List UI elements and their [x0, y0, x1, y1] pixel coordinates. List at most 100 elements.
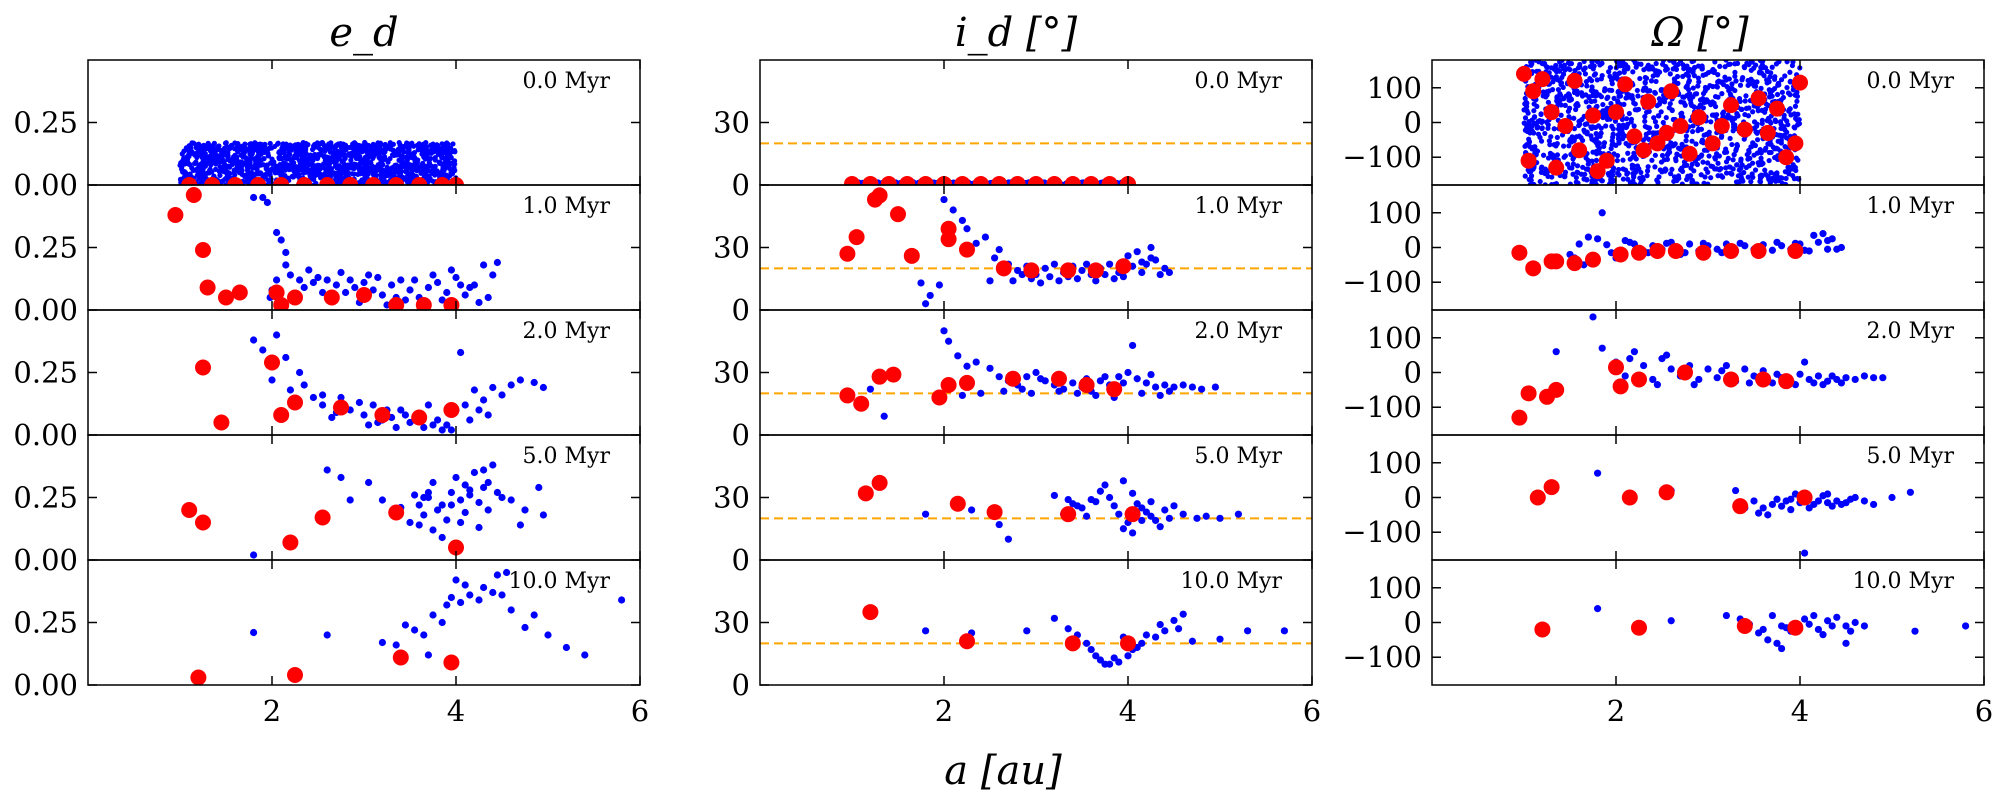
small-particle-point	[1531, 114, 1538, 120]
small-particle-point	[357, 160, 363, 166]
small-particle-point	[1526, 176, 1532, 183]
column-title-ed: e_d	[329, 10, 398, 56]
small-particle-point	[1590, 88, 1596, 94]
large-body-point	[1750, 90, 1767, 107]
small-particle-point	[399, 146, 406, 152]
small-particle-point	[968, 506, 976, 514]
small-particle-point	[1767, 74, 1773, 80]
small-particle-point	[1814, 497, 1822, 505]
small-particle-point	[305, 266, 313, 274]
large-body-point	[1778, 373, 1795, 390]
small-particle-point	[302, 162, 308, 168]
small-particle-point	[1018, 385, 1026, 393]
small-particle-point	[1768, 70, 1774, 76]
small-particle-point	[1748, 60, 1754, 64]
small-particle-point	[1828, 235, 1836, 243]
small-particle-point	[1742, 111, 1748, 118]
large-body-point	[1078, 377, 1095, 393]
y-tick-label: 30	[713, 606, 750, 640]
panel-id-row-2: 0 30 2.0 Myr	[713, 309, 1313, 452]
small-particle-point	[1779, 89, 1785, 95]
small-particle-point	[958, 216, 967, 225]
small-particle-point	[1701, 147, 1708, 153]
small-particle-point	[1667, 617, 1675, 625]
small-particle-point	[365, 421, 373, 429]
y-tick-label: 0.00	[13, 543, 78, 577]
large-body-point	[1621, 489, 1638, 506]
small-particle-point	[261, 172, 268, 178]
small-particle-point	[1591, 72, 1597, 78]
large-body-point	[415, 297, 432, 310]
small-particle-point	[489, 588, 497, 597]
plot-area	[760, 604, 1312, 668]
small-particle-point	[261, 156, 267, 162]
small-particle-point	[250, 193, 258, 202]
small-particle-point	[328, 413, 336, 422]
small-particle-point	[461, 581, 469, 589]
small-particle-point	[1635, 93, 1641, 99]
small-particle-point	[1625, 170, 1631, 176]
large-body-point	[1115, 258, 1132, 275]
panel-ed-row-3: 0.00 0.25 5.0 Myr	[13, 434, 641, 577]
small-particle-point	[312, 168, 318, 174]
small-particle-point	[1694, 161, 1701, 168]
small-particle-point	[206, 167, 213, 174]
small-particle-point	[1106, 660, 1114, 668]
small-particle-point	[1547, 142, 1553, 148]
small-particle-point	[1644, 168, 1651, 174]
small-particle-point	[995, 373, 1003, 381]
small-particle-point	[1723, 159, 1730, 165]
small-particle-point	[466, 283, 474, 292]
small-particle-point	[1581, 127, 1587, 133]
small-particle-point	[336, 163, 342, 169]
small-particle-point	[1580, 164, 1586, 170]
small-particle-point	[1652, 119, 1659, 125]
y-tick-label: 0	[732, 543, 750, 577]
panel-ed-row-4: 0.00 0.25 10.0 Myr 2 4 6	[13, 559, 649, 728]
large-body-point	[1626, 128, 1643, 145]
small-particle-point	[1787, 78, 1793, 84]
y-tick-label: 30	[713, 356, 750, 390]
small-particle-point	[1188, 383, 1196, 391]
small-particle-point	[475, 298, 483, 307]
small-particle-point	[428, 155, 434, 162]
small-particle-point	[1064, 625, 1072, 633]
small-particle-point	[1640, 361, 1648, 370]
small-particle-point	[1156, 270, 1164, 279]
small-particle-point	[286, 386, 294, 394]
small-particle-point	[418, 170, 424, 176]
small-particle-point	[1663, 239, 1671, 247]
small-particle-point	[268, 376, 276, 384]
small-particle-point	[1588, 124, 1594, 130]
small-particle-point	[434, 142, 440, 148]
small-particle-point	[1156, 523, 1164, 531]
small-particle-point	[1557, 60, 1563, 65]
small-particle-point	[1037, 279, 1045, 287]
small-particle-point	[396, 157, 402, 163]
large-body-point	[1649, 242, 1666, 259]
plot-area	[1516, 60, 1808, 185]
large-body-point	[273, 177, 290, 185]
small-particle-point	[303, 147, 309, 153]
small-particle-point	[1530, 144, 1537, 150]
small-particle-point	[429, 526, 437, 534]
small-particle-point	[1773, 61, 1780, 67]
small-particle-point	[194, 166, 200, 172]
small-particle-point	[359, 148, 365, 154]
small-particle-point	[1609, 77, 1615, 83]
large-body-point	[940, 231, 957, 248]
small-particle-point	[1598, 125, 1604, 131]
small-particle-point	[217, 172, 223, 178]
small-particle-point	[1531, 120, 1537, 126]
large-body-point	[1723, 371, 1739, 388]
large-body-point	[1009, 175, 1026, 185]
small-particle-point	[1567, 61, 1573, 67]
small-particle-point	[1546, 138, 1552, 144]
small-particle-point	[1133, 248, 1141, 256]
small-particle-point	[1582, 121, 1588, 128]
small-particle-point	[1631, 150, 1637, 156]
small-particle-point	[447, 150, 453, 156]
small-particle-point	[1828, 372, 1836, 380]
small-particle-point	[1198, 385, 1206, 393]
